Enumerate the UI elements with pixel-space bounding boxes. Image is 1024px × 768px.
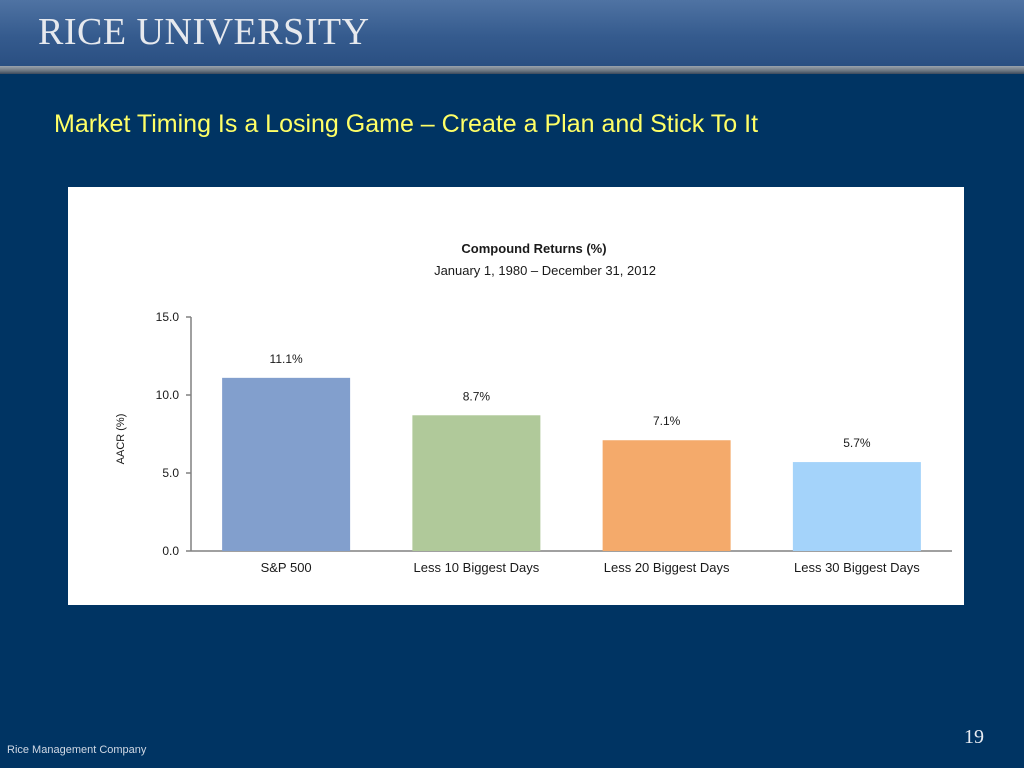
- y-tick-label: 15.0: [156, 310, 180, 324]
- rice-university-logo: RICE UNIVERSITY: [38, 11, 370, 53]
- data-label: 7.1%: [653, 414, 681, 428]
- chart-bars: 11.1% S&P 500 8.7% Less 10 Biggest Days 7.1%…: [222, 352, 921, 575]
- bar: [792, 462, 921, 551]
- data-label: 11.1%: [270, 352, 303, 366]
- y-tick-label: 0.0: [162, 544, 179, 558]
- footer-company: Rice Management Company: [7, 744, 147, 756]
- x-tick-label: S&P 500: [261, 560, 312, 575]
- data-label: 8.7%: [463, 389, 491, 403]
- slide-title: Market Timing Is a Losing Game – Create …: [54, 110, 759, 138]
- bar-chart: Compound Returns (%) January 1, 1980 – D…: [115, 241, 952, 575]
- chart-panel: Compound Returns (%) January 1, 1980 – D…: [68, 187, 964, 605]
- x-tick-label: Less 20 Biggest Days: [604, 560, 730, 575]
- chart-subtitle: January 1, 1980 – December 31, 2012: [434, 263, 656, 278]
- y-tick-label: 5.0: [162, 466, 179, 480]
- x-tick-label: Less 10 Biggest Days: [414, 560, 540, 575]
- y-tick-label: 10.0: [156, 388, 180, 402]
- header-divider: [0, 66, 1024, 74]
- chart-title: Compound Returns (%): [461, 241, 606, 256]
- bar: [602, 440, 731, 551]
- data-label: 5.7%: [843, 436, 871, 450]
- page-number: 19: [964, 726, 984, 748]
- bar: [412, 415, 541, 551]
- slide-header: RICE UNIVERSITY: [0, 0, 1024, 66]
- x-tick-label: Less 30 Biggest Days: [794, 560, 920, 575]
- bar: [222, 377, 351, 551]
- y-axis-label: AACR (%): [115, 414, 127, 465]
